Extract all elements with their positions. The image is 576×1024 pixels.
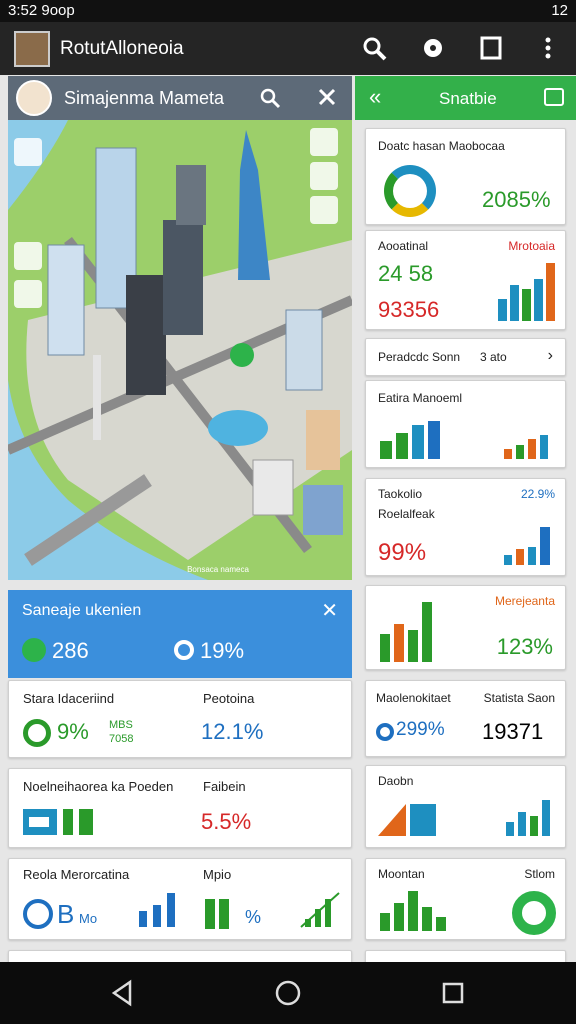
ring [376, 723, 394, 741]
card-title: Faibein [203, 779, 246, 794]
stat-icon [22, 638, 46, 662]
avatar[interactable] [16, 80, 52, 116]
card-title: Stara Idaceriind [23, 691, 115, 706]
card-value: B [57, 899, 75, 929]
stat-card[interactable]: Noelneihaorea ka Poeden Faibein 5.5% [8, 768, 352, 848]
stat-card[interactable]: Reola Merorcatina B Mo Mpio % [8, 858, 352, 940]
card-title: Taokolio [378, 487, 423, 501]
back-icon[interactable]: « [369, 84, 382, 109]
row-value: 3 ato [480, 350, 507, 364]
card-note: 7058 [109, 733, 134, 745]
card-title: Maolenokitaet [376, 691, 451, 705]
panel-action[interactable] [544, 88, 564, 106]
list-row[interactable]: Peradcdc Sonn 3 ato › [365, 338, 566, 376]
card-value: 99% [378, 539, 427, 566]
stat-card[interactable]: Taokolio Roelalfeak 22.9% 99% [365, 478, 566, 576]
summary-card: Saneaje ukenien ✕ 286 19% [8, 590, 352, 678]
search-title: Simajenma Mameta [64, 88, 225, 108]
chevron: › [547, 347, 553, 364]
card-value: 2085% [482, 187, 551, 212]
stat-card[interactable]: Doatc hasan Maobocaa 2085% [365, 128, 566, 225]
mini-bars [139, 893, 175, 927]
avatar[interactable] [14, 31, 50, 67]
mini-bars [378, 800, 550, 836]
mini-bars [300, 892, 340, 928]
mini-bars [498, 263, 555, 321]
app-actions[interactable] [360, 34, 560, 64]
battery: 12 [551, 2, 568, 19]
close-icon[interactable]: ✕ [321, 600, 338, 622]
city-map[interactable]: Bonsaca nameca [8, 120, 352, 580]
donut [384, 165, 436, 217]
app-bar: RotutAlloneoia [0, 22, 576, 75]
summary-title: Saneaje ukenien [22, 602, 142, 619]
panel-header: « Snatbie [355, 76, 576, 120]
card-value: 24 58 [378, 261, 434, 286]
card-title: Aooatinal [378, 239, 429, 253]
stat-icon [174, 640, 194, 660]
mini-bars [23, 809, 93, 835]
search-header: Simajenma Mameta [8, 76, 352, 120]
card-title: Merejeanta [494, 594, 555, 608]
card-title: Daobn [378, 774, 414, 788]
card-value: 123% [496, 634, 553, 659]
card-title: Moontan [378, 867, 425, 881]
status-bar: 3:52 9oop 12 [0, 0, 576, 22]
stat-card[interactable]: Stara Idaceriind 9% MBS 7058 Peotoina 12… [8, 680, 352, 758]
stat-card[interactable]: Daobn [365, 765, 566, 848]
card-title: Mpio [203, 867, 232, 882]
ring [23, 719, 51, 747]
clock: 3:52 9oop [8, 2, 75, 19]
card-title: Doatc hasan Maobocaa [378, 139, 505, 153]
card-title: Statista Saon [483, 691, 555, 705]
mini-bars [380, 602, 432, 662]
mini-bars [504, 527, 550, 565]
stat-card[interactable]: Merejeanta 123% [365, 585, 566, 670]
fab[interactable] [512, 891, 556, 935]
mini-bars [380, 421, 548, 459]
card-note: 22.9% [520, 487, 555, 501]
map-caption: Bonsaca nameca [187, 565, 249, 574]
panel-title: Snatbie [439, 89, 497, 108]
card-title: Reola Merorcatina [23, 867, 130, 882]
ring [23, 899, 53, 929]
card-note: Mo [79, 911, 98, 926]
stat-card[interactable]: Moontan Stlom [365, 858, 566, 940]
nav-buttons[interactable] [0, 962, 576, 1024]
search-actions[interactable] [258, 86, 348, 110]
card-title: Noelneihaorea ka Poeden [23, 779, 174, 794]
stat-card[interactable]: Aooatinal Mrotoaia 24 58 93356 [365, 230, 566, 330]
card-value: 9% [57, 719, 89, 744]
app-title: RotutAlloneoia [60, 38, 184, 59]
card-title: Mrotoaia [508, 239, 555, 253]
stat-value: 286 [52, 638, 89, 663]
row-title: Peradcdc Sonn [378, 350, 461, 364]
card-note: MBS [109, 719, 133, 731]
card-title: Roelalfeak [378, 507, 435, 521]
card-value: 299% [396, 719, 445, 740]
card-title: Eatira Manoeml [378, 391, 463, 405]
card-value: % [245, 907, 262, 927]
card-value: 12.1% [201, 719, 264, 744]
card-title: Stlom [524, 867, 555, 881]
stat-value: 19% [200, 638, 245, 663]
card-value: 5.5% [201, 809, 252, 834]
stat-card[interactable]: Eatira Manoeml [365, 380, 566, 468]
mini-bars [380, 891, 446, 931]
card-value: 93356 [378, 297, 440, 322]
card-title: Peotoina [203, 691, 255, 706]
mini-bars [205, 899, 229, 929]
card-value: 19371 [482, 719, 544, 744]
stat-card[interactable]: Maolenokitaet Statista Saon 299% 19371 [365, 680, 566, 757]
nav-bar [0, 962, 576, 1024]
